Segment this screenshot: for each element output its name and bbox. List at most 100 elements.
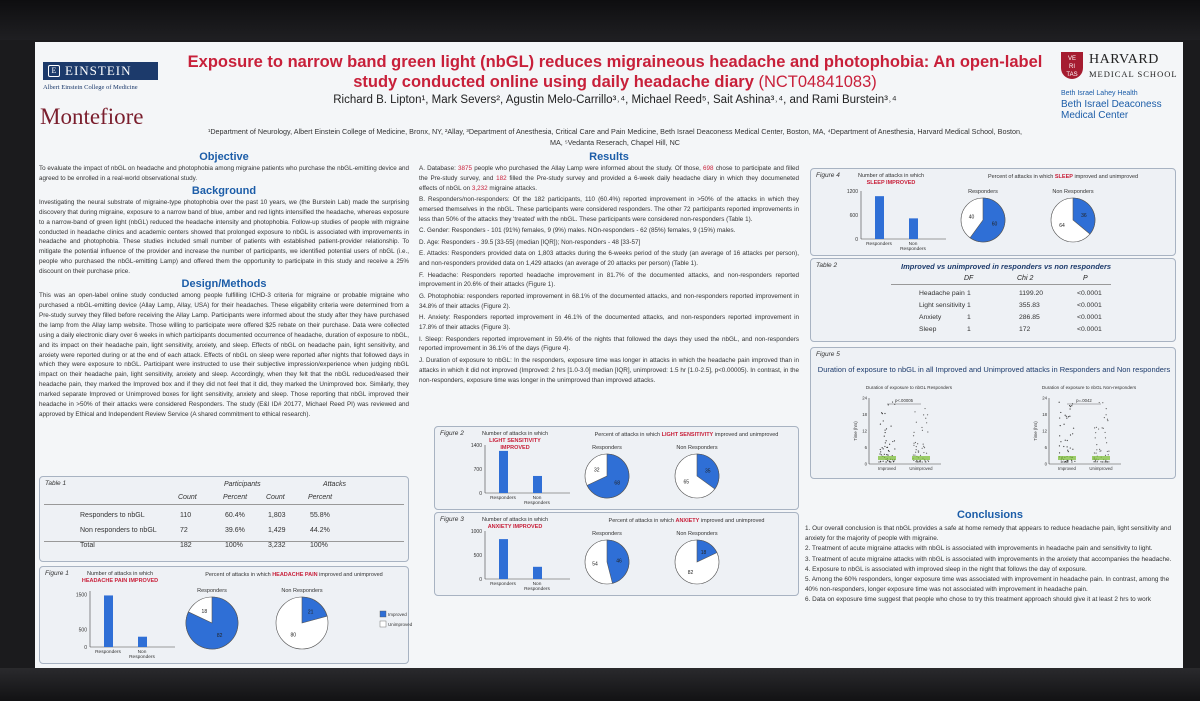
result-text: filled the Pre-study survey and provided…: [419, 174, 799, 192]
figure-5-point: [1104, 431, 1106, 434]
conclusion-item: 5. Among the 60% responders, longer expo…: [805, 576, 1170, 594]
table-1-cell-pp: 60.4%: [225, 512, 245, 519]
figure-5-point: [879, 423, 882, 425]
fig3-x-label: Responders: [490, 581, 516, 587]
table-2-cell-df: 1: [967, 290, 971, 297]
fig1-pie-non-responders-improved-slice: [301, 596, 328, 624]
harvard-school: MEDICAL SCHOOL: [1089, 69, 1178, 79]
figure-5-point: [917, 443, 919, 445]
table-2-cell-p: <0.0001: [1077, 326, 1102, 333]
fig4-y-tick: 600: [850, 213, 859, 219]
pie-title-measure: ANXIETY: [675, 518, 700, 524]
table-2-cell-chi: 355.83: [1019, 302, 1040, 309]
figure-5-point: [1108, 461, 1110, 463]
figure-5-point: [921, 461, 923, 463]
fig4-label: Figure 4: [816, 172, 840, 179]
figure-5-y-tick: 6: [1045, 445, 1048, 450]
table-1-col-percent: Percent: [223, 494, 248, 501]
figure-5-point: [1058, 452, 1061, 454]
table-2-label: Table 2: [816, 262, 838, 269]
fig4-y-tick: 1200: [847, 189, 858, 195]
fig1-bar: [104, 595, 113, 647]
table-1-cell-pp: 39.6%: [225, 527, 245, 534]
fig1-pie-value-label: 80: [291, 632, 297, 638]
figure-5-point: [881, 412, 883, 414]
fig3-pie-non-responders-label: Non Responders: [676, 531, 718, 537]
title-text: Exposure to narrow band green light (nbG…: [187, 53, 1043, 91]
figure-5-point: [883, 453, 885, 455]
bar-title-measure: ANXIETY IMPROVED: [487, 524, 543, 530]
fig1-pie-value-label: 82: [217, 633, 223, 639]
figure-5-point: [1098, 401, 1100, 404]
table-1-panel: Table 1 Participants Attacks Count Perce…: [39, 476, 409, 562]
bar-title-text: Number of attacks in which: [481, 517, 549, 523]
figure-5-point: [1066, 417, 1068, 419]
poster-title: Exposure to narrow band green light (nbG…: [185, 52, 1045, 92]
fig4-pie-value-label: 36: [1081, 213, 1087, 219]
figure-5-point: [1104, 437, 1107, 439]
result-item: J. Duration of exposure to nbGL: In the …: [419, 356, 799, 386]
figure-5-point: [916, 461, 918, 463]
result-item: F. Headache: Responders reported headach…: [419, 271, 799, 291]
figure-5-point: [891, 401, 894, 403]
figure-5-point: [913, 444, 915, 446]
screen-bezel-bottom: [0, 668, 1200, 701]
figure-5-point: [912, 454, 914, 456]
figure-3-panel: Figure 3 Number of attacks in which ANXIET…: [434, 512, 799, 596]
pie-title-text: Percent of attacks in which: [594, 432, 662, 438]
figure-5-point: [884, 445, 886, 448]
figure-5-point: [922, 443, 924, 445]
fig3-y-tick: 500: [474, 553, 483, 559]
figure-5-point: [887, 404, 889, 406]
result-item: I. Sleep: Responders reported improvemen…: [419, 335, 799, 355]
figure-5-point: [925, 452, 928, 454]
result-highlight: 3875: [458, 165, 473, 172]
figure-5-y-label: Time (hrs): [1033, 421, 1038, 441]
einstein-logo: E EINSTEIN: [43, 62, 158, 80]
figure-5-point: [1058, 401, 1060, 403]
bar-title-text: Number of attacks in which: [481, 431, 549, 437]
figure-5-point: [1058, 445, 1061, 447]
result-text: J. Duration of exposure to nbGL: In the …: [419, 356, 799, 384]
figure-5-label: Figure 5: [816, 351, 840, 358]
screen-bezel-top: [0, 0, 1200, 40]
fig2-y-tick: 1400: [471, 443, 482, 449]
table-1-col-percent-2: Percent: [308, 494, 333, 501]
conclusion-item: 4. Exposure to nbGL is associated with i…: [805, 565, 1087, 573]
figure-5-point: [1103, 416, 1105, 419]
figure-5-point: [884, 429, 886, 431]
figure-5-point: [1067, 461, 1069, 463]
figure-5-point: [890, 461, 892, 463]
figure-5-point: [1104, 461, 1106, 463]
figure-5-point: [924, 407, 926, 410]
figure-5-point: [913, 459, 915, 462]
figure-5-point: [1105, 460, 1107, 462]
fig1-legend-improved: Improved: [388, 612, 407, 617]
figure-5-point: [882, 448, 884, 450]
table-1-col-count-2: Count: [266, 494, 285, 501]
figure-5-point: [1062, 461, 1064, 463]
pie-title-measure: LIGHT SENSITIVITY: [661, 432, 714, 438]
fig3-pie-value-label: 46: [616, 558, 622, 564]
figure-5-point: [916, 459, 918, 461]
figure-5-point: [923, 414, 925, 416]
figure-5-point: [1071, 461, 1073, 463]
fig2-pie-responders-label: Responders: [592, 445, 622, 451]
table-2-cell-name: Sleep: [919, 326, 937, 333]
fig1-pie-value-label: 21: [308, 610, 314, 616]
table-2-rule: [891, 284, 1111, 285]
figure-5-point: [921, 429, 924, 431]
figure-5-point: [887, 454, 889, 456]
fig1-pie-responders-label: Responders: [197, 588, 227, 594]
figure-5-point: [1064, 414, 1066, 416]
figure-5-point: [1063, 423, 1065, 425]
figure-5-point: [1074, 460, 1076, 462]
result-highlight: 698: [703, 165, 714, 172]
figure-5-point: [1106, 418, 1109, 420]
figure-5-point: [1064, 460, 1067, 463]
figure-5-point: [886, 454, 888, 456]
figure-5-point: [1071, 405, 1073, 407]
